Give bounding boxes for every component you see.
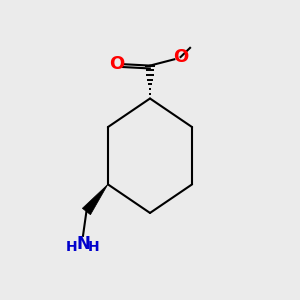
Polygon shape [82, 184, 108, 215]
Text: H: H [66, 240, 77, 254]
Text: O: O [173, 48, 188, 66]
Text: O: O [109, 55, 124, 73]
Text: H: H [88, 240, 100, 254]
Text: N: N [76, 236, 90, 253]
